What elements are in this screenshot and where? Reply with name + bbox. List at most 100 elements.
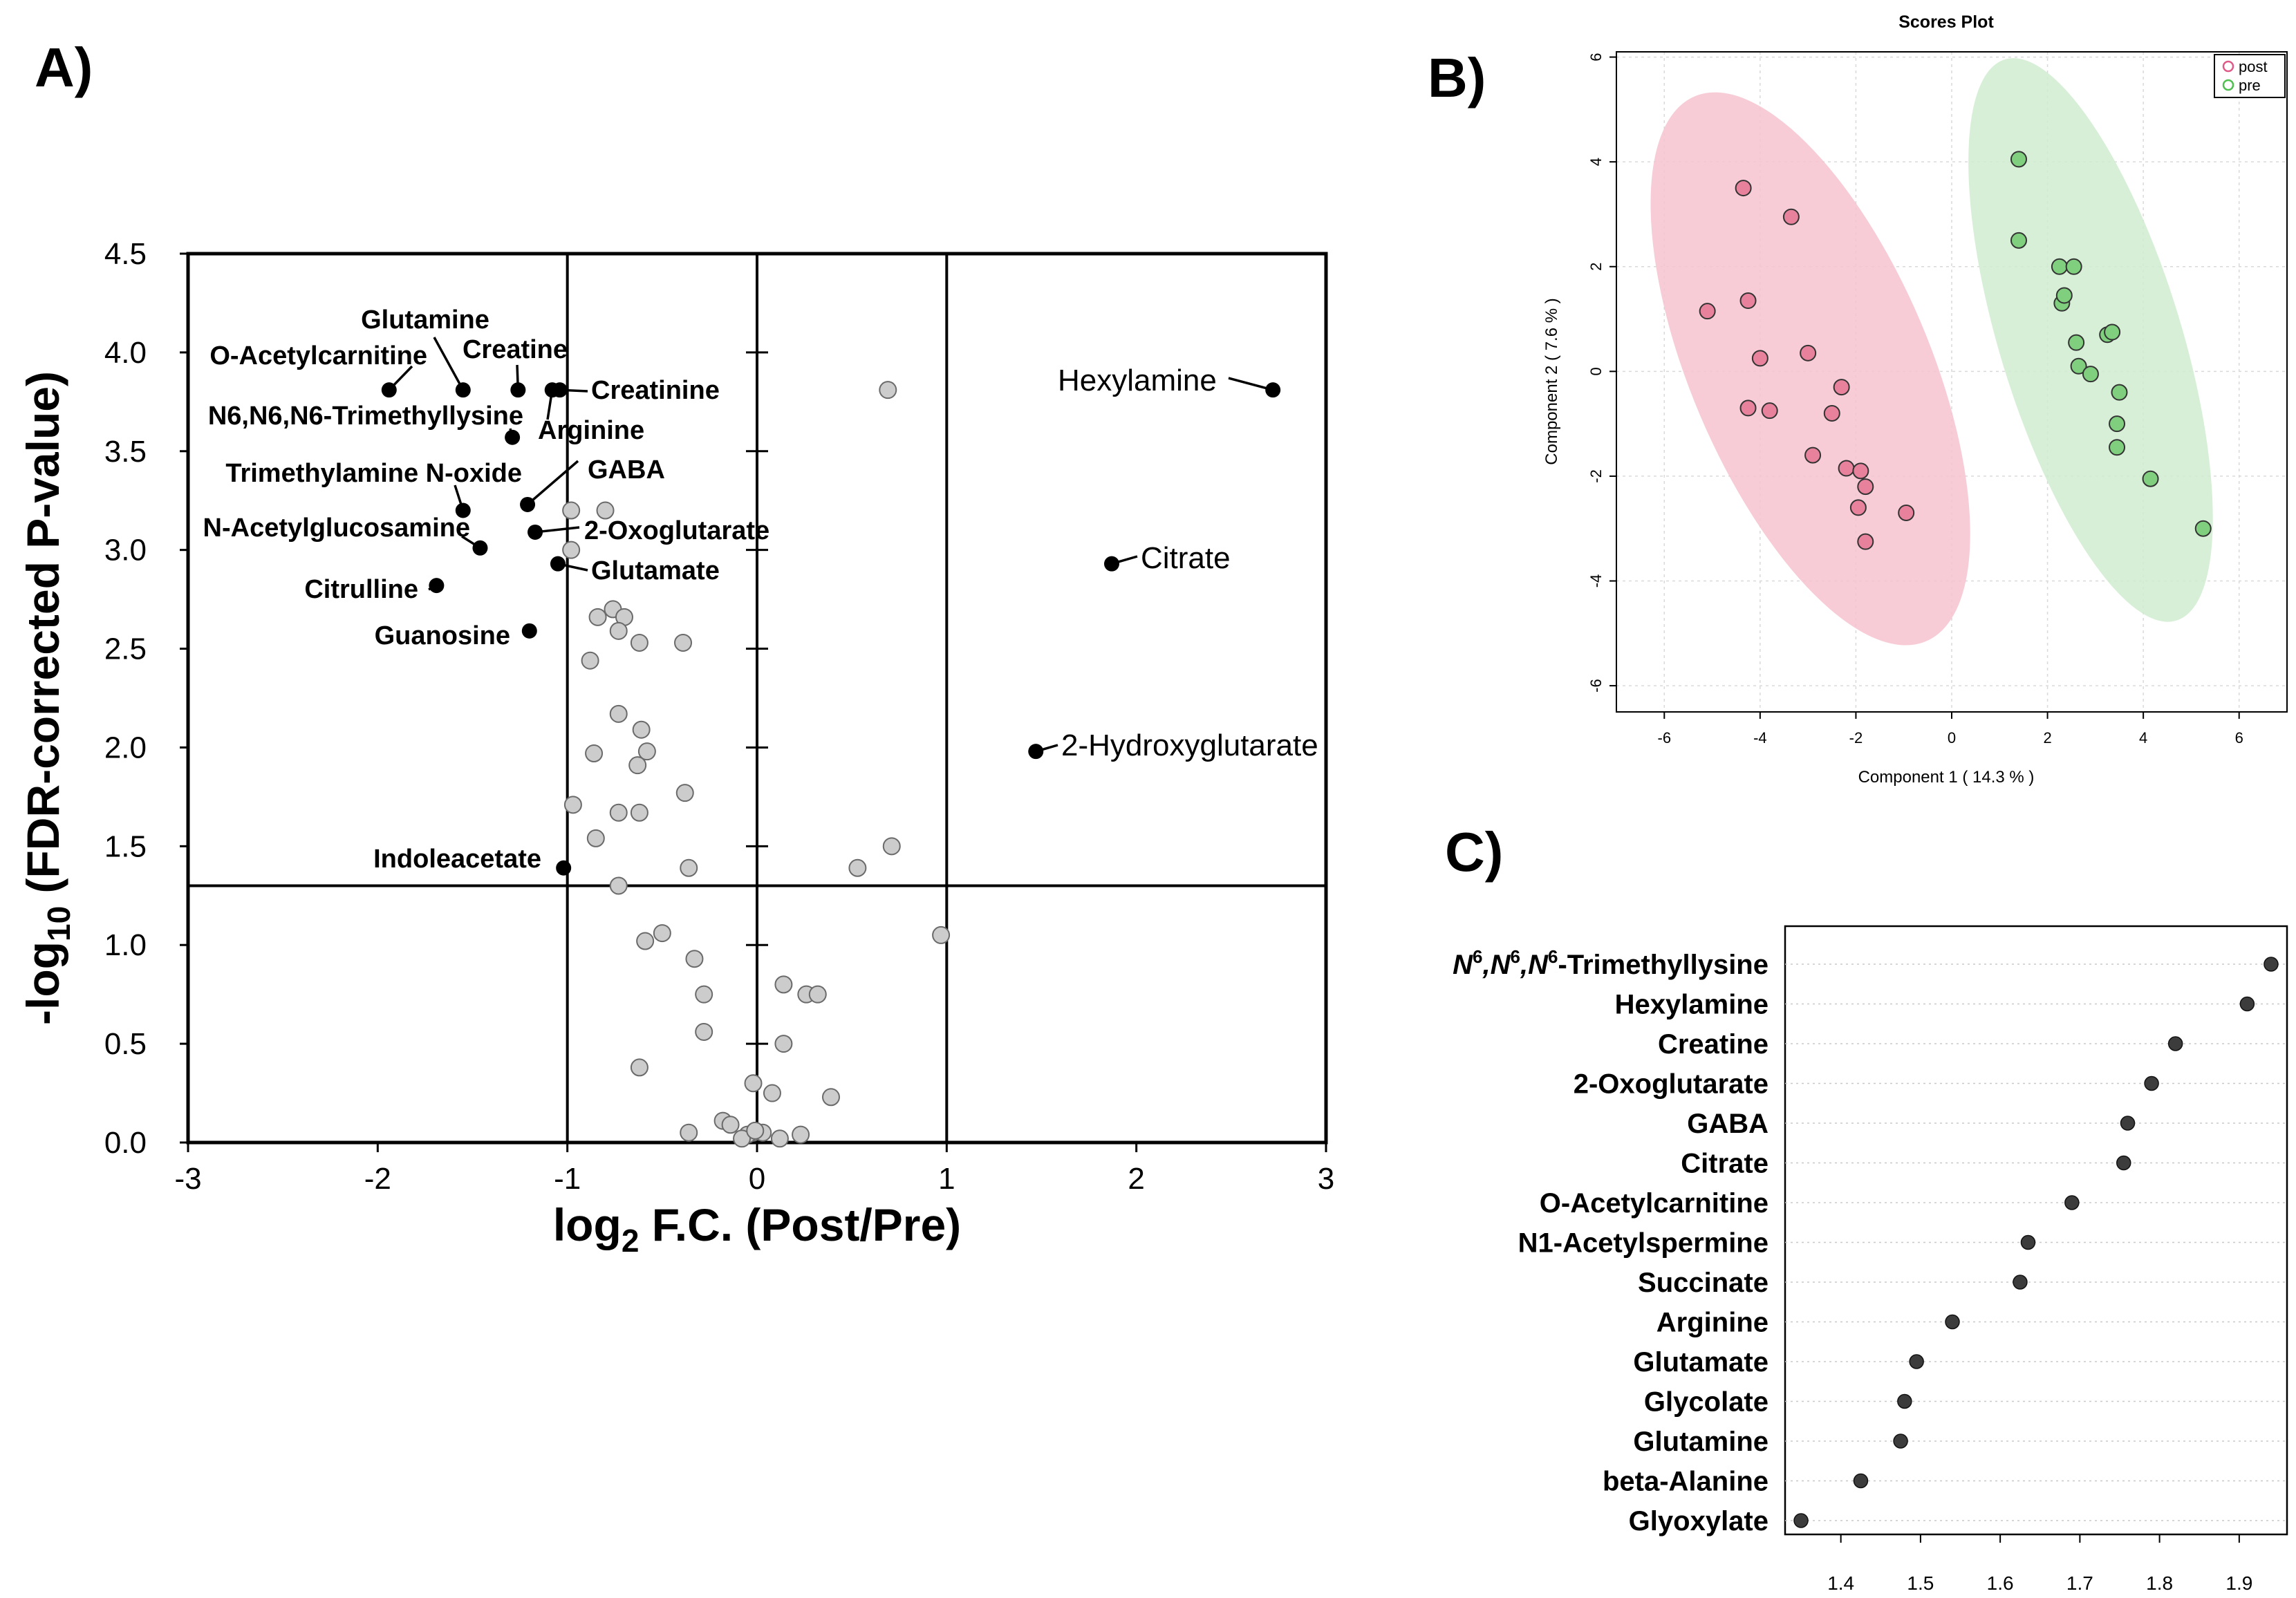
nonsignificant-point — [630, 633, 648, 652]
legend-post-marker — [2222, 60, 2234, 73]
pca-point-post — [1751, 350, 1768, 367]
y-tick-label: 3.5 — [104, 435, 147, 469]
nonsignificant-point — [585, 744, 604, 763]
vip-label-gaba: GABA — [1687, 1109, 1768, 1139]
pca-point-post — [1857, 478, 1874, 496]
pca-point-pre — [2109, 415, 2126, 433]
vip-label-n6-n6-n6-trimethyllysine: N6,N6,N6-Trimethyllysine — [1453, 946, 1768, 980]
label-citrate: Citrate — [1141, 541, 1231, 575]
y-tick-label: 4.5 — [104, 237, 147, 271]
nonsignificant-point — [774, 1035, 793, 1053]
x-tick-label: 0 — [749, 1162, 765, 1196]
x-tick-label: 1 — [938, 1162, 955, 1196]
nonsignificant-point — [721, 1116, 740, 1134]
pca-point-pre — [2111, 384, 2128, 401]
pca-point-pre — [2082, 366, 2099, 383]
pca-point-post — [1849, 499, 1867, 516]
y-tick-label: 0.0 — [104, 1126, 147, 1160]
pca-y-tick-label: -6 — [1587, 679, 1605, 693]
vip-x-tick-label: 1.5 — [1907, 1572, 1934, 1594]
point-2-oxoglutarate — [528, 524, 543, 540]
nonsignificant-point — [586, 829, 605, 847]
label-2-hydroxyglutarate: 2-Hydroxyglutarate — [1061, 728, 1318, 762]
nonsignificant-point — [609, 621, 628, 640]
leader-gaba — [526, 460, 579, 506]
pca-x-tick-label: -2 — [1849, 729, 1863, 746]
pca-point-post — [1833, 379, 1850, 396]
pca-x-tick-label: 6 — [2235, 729, 2243, 746]
vip-label-arginine: Arginine — [1656, 1308, 1768, 1338]
vip-x-tick-label: 1.4 — [1827, 1572, 1854, 1594]
label-o-acetylcarnitine: O-Acetylcarnitine — [209, 341, 427, 370]
label-creatinine: Creatinine — [591, 376, 720, 405]
nonsignificant-point — [932, 925, 951, 944]
leader-glutamine — [433, 337, 465, 391]
nonsignificant-point — [792, 1125, 810, 1144]
pca-point-post — [1739, 400, 1757, 417]
pca-x-tick-label: 2 — [2043, 729, 2051, 746]
volcano-x-axis-label: log2 F.C. (Post/Pre) — [553, 1199, 961, 1259]
nonsignificant-point — [848, 858, 867, 877]
pca-point-post — [1852, 462, 1869, 480]
x-tick-label: -1 — [554, 1162, 581, 1196]
y-tick-label: 1.5 — [104, 829, 147, 863]
pca-x-tick-label: 4 — [2139, 729, 2147, 746]
nonsignificant-point — [680, 858, 698, 877]
vip-label-hexylamine: Hexylamine — [1615, 990, 1768, 1020]
pca-point-post — [1838, 460, 1855, 477]
pca-point-post — [1804, 446, 1822, 464]
nonsignificant-point — [609, 803, 628, 822]
label-n-acetylglucosamine: N-Acetylglucosamine — [203, 514, 470, 543]
vip-point-glutamate — [1909, 1354, 1924, 1369]
nonsignificant-point — [763, 1084, 781, 1102]
vip-x-tick-label: 1.9 — [2225, 1572, 2252, 1594]
pca-point-post — [1782, 208, 1800, 225]
pca-y-tick-label: 0 — [1587, 367, 1605, 375]
vip-x-tick-label: 1.7 — [2066, 1572, 2093, 1594]
nonsignificant-point — [879, 381, 897, 400]
pca-point-post — [1823, 404, 1840, 422]
pca-ellipse-post — [1650, 92, 1970, 646]
point-2-hydroxyglutarate — [1028, 744, 1044, 760]
nonsignificant-point — [596, 501, 615, 520]
pca-ellipse-pre — [1968, 58, 2213, 622]
pca-point-post — [1739, 292, 1757, 310]
point-gaba — [520, 496, 536, 512]
label-trimethylamine-n-oxide: Trimethylamine N-oxide — [225, 459, 522, 488]
nonsignificant-point — [581, 651, 599, 670]
point-indoleacetate — [556, 860, 572, 876]
pca-point-pre — [2104, 323, 2121, 341]
vip-point-glycolate — [1897, 1393, 1912, 1409]
pca-point-post — [1898, 504, 1915, 521]
vip-label-glutamine: Glutamine — [1633, 1427, 1768, 1457]
nonsignificant-point — [630, 1058, 648, 1077]
vip-point-arginine — [1945, 1314, 1960, 1330]
pca-y-tick-label: 4 — [1587, 158, 1605, 166]
nonsignificant-point — [628, 756, 647, 775]
legend-pre-label: pre — [2239, 77, 2261, 94]
nonsignificant-point — [821, 1088, 840, 1107]
nonsignificant-point — [882, 837, 901, 856]
legend-pre-marker — [2222, 79, 2234, 91]
pca-y-tick-label: -2 — [1587, 469, 1605, 483]
pca-point-pre — [2065, 258, 2082, 275]
nonsignificant-point — [774, 975, 793, 994]
x-tick-label: 2 — [1128, 1162, 1144, 1196]
vip-x-tick-label: 1.6 — [1987, 1572, 2014, 1594]
point-citrate — [1104, 556, 1120, 572]
vip-point-n1-acetylspermine — [2020, 1234, 2036, 1250]
nonsignificant-point — [562, 501, 581, 520]
point-n-acetylglucosamine — [472, 540, 488, 556]
panel-label-a: A) — [35, 37, 93, 98]
y-tick-label: 4.0 — [104, 336, 147, 370]
pca-point-pre — [2051, 258, 2068, 275]
label-gaba: GABA — [588, 455, 665, 485]
nonsignificant-point — [675, 784, 694, 802]
label-arginine: Arginine — [538, 416, 644, 445]
legend-post-label: post — [2239, 58, 2268, 75]
y-tick-label: 2.0 — [104, 731, 147, 764]
pca-x-tick-label: 0 — [1948, 729, 1956, 746]
vip-point-gaba — [2120, 1116, 2136, 1131]
pca-point-post — [1699, 303, 1716, 320]
